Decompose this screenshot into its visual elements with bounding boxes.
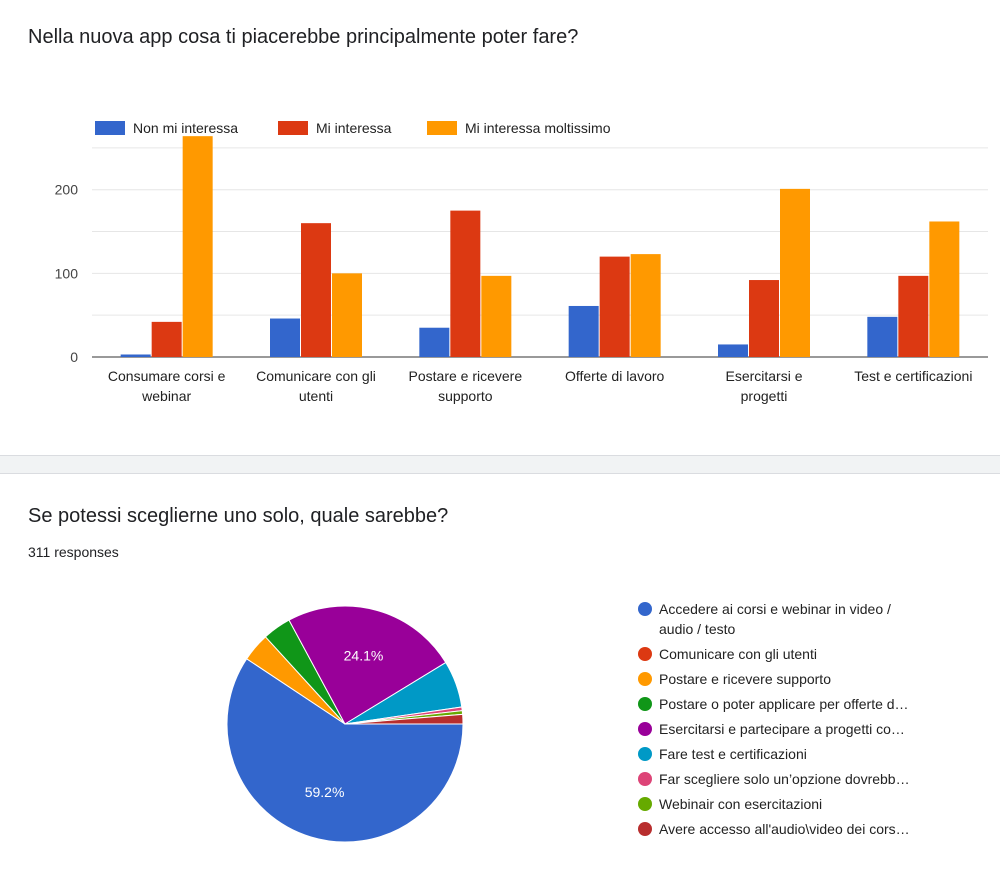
legend-item: Accedere ai corsi e webinar in video / au… xyxy=(638,601,891,637)
bar xyxy=(151,321,182,357)
bar xyxy=(182,136,213,357)
pie-slice xyxy=(344,713,464,725)
legend-item: Far scegliere solo un’opzione dovrebb… xyxy=(638,771,910,787)
legend-label: Non mi interessa xyxy=(133,120,238,136)
legend-swatch xyxy=(638,602,652,616)
legend-label: Mi interessa xyxy=(316,120,392,136)
legend-swatch xyxy=(638,822,652,836)
bar xyxy=(718,344,748,357)
bar xyxy=(419,327,450,357)
legend-label: Avere accesso all'audio\video dei cors… xyxy=(659,821,910,837)
question-title: Se potessi sceglierne uno solo, quale sa… xyxy=(28,505,449,527)
legend-item: Avere accesso all'audio\video dei cors… xyxy=(638,821,910,837)
legend-item: Mi interessa moltissimo xyxy=(427,120,611,136)
y-tick-label: 100 xyxy=(55,265,79,281)
bar xyxy=(301,223,331,357)
legend-label: Postare o poter applicare per offerte d… xyxy=(659,696,909,712)
question-title: Nella nuova app cosa ti piacerebbe princ… xyxy=(28,26,579,48)
pie-data-label: 59.2% xyxy=(305,784,345,800)
x-category-label: Postare e ricevere supporto xyxy=(409,368,523,404)
bar xyxy=(568,305,599,357)
bar xyxy=(630,254,661,357)
legend-label: Mi interessa moltissimo xyxy=(465,120,611,136)
legend-swatch xyxy=(278,121,308,135)
legend-label: Fare test e certificazioni xyxy=(659,746,807,762)
legend-swatch xyxy=(638,672,652,686)
legend-label: Accedere ai corsi e webinar in video / xyxy=(659,601,891,617)
x-category-label: Consumare corsi e webinar xyxy=(108,368,226,404)
legend-item: Postare o poter applicare per offerte d… xyxy=(638,696,909,712)
bar xyxy=(599,256,630,357)
pie-slice xyxy=(288,605,447,725)
bar xyxy=(450,210,481,357)
bar xyxy=(270,318,300,357)
legend-swatch xyxy=(638,722,652,736)
pie-chart-card: Se potessi sceglierne uno solo, quale sa… xyxy=(0,473,1000,869)
pie-chart: 59.2% 24.1% Accedere ai corsi e webinar in… xyxy=(226,601,910,843)
bar-chart-card: Nella nuova app cosa ti piacerebbe princ… xyxy=(0,0,1000,456)
legend-label: audio / testo xyxy=(659,621,735,637)
legend-item: Postare e ricevere supporto xyxy=(638,671,831,687)
legend-label: Esercitarsi e partecipare a progetti co… xyxy=(659,721,905,737)
legend-item: Mi interessa xyxy=(278,120,392,136)
y-tick-label: 200 xyxy=(55,182,79,198)
legend-label: Far scegliere solo un’opzione dovrebb… xyxy=(659,771,910,787)
bar xyxy=(481,275,512,357)
legend-swatch xyxy=(638,647,652,661)
x-category-label: Esercitarsi e progetti xyxy=(725,368,802,404)
legend-label: Comunicare con gli utenti xyxy=(659,646,817,662)
legend-swatch xyxy=(638,772,652,786)
legend-swatch xyxy=(427,121,457,135)
bar xyxy=(749,280,779,357)
legend-swatch xyxy=(95,121,125,135)
legend-swatch xyxy=(638,697,652,711)
legend-item: Non mi interessa xyxy=(95,120,238,136)
pie-data-label: 24.1% xyxy=(344,648,384,664)
legend-item: Esercitarsi e partecipare a progetti co… xyxy=(638,721,905,737)
bar xyxy=(120,354,151,357)
bar xyxy=(898,275,929,357)
legend-item: Webinair con esercitazioni xyxy=(638,796,822,812)
grouped-bar-chart: 0 100 200 Consumare corsi e webinar Comunicar… xyxy=(55,120,988,404)
y-tick-label: 0 xyxy=(70,349,78,365)
bar xyxy=(929,221,960,357)
legend-label: Postare e ricevere supporto xyxy=(659,671,831,687)
legend-label: Webinair con esercitazioni xyxy=(659,796,822,812)
pie-slice xyxy=(226,658,464,843)
bar xyxy=(780,188,810,357)
response-count: 311 responses xyxy=(28,544,119,560)
x-category-label: Offerte di lavoro xyxy=(565,368,665,384)
legend-item: Fare test e certificazioni xyxy=(638,746,807,762)
x-category-label: Comunicare con gli utenti xyxy=(256,368,376,404)
bar xyxy=(867,316,898,357)
bar xyxy=(332,273,362,357)
x-category-label: Test e certificazioni xyxy=(854,368,972,384)
legend-item: Comunicare con gli utenti xyxy=(638,646,817,662)
legend-swatch xyxy=(638,797,652,811)
legend-swatch xyxy=(638,747,652,761)
